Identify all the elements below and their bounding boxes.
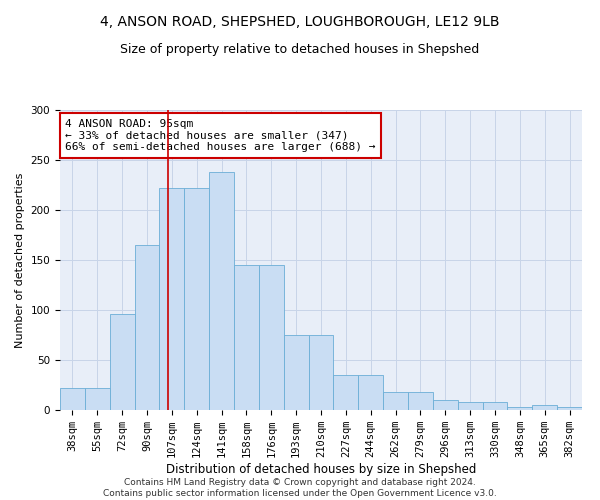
- Bar: [209, 172, 234, 410]
- Bar: [508, 407, 532, 410]
- Bar: [308, 335, 334, 410]
- Text: 4, ANSON ROAD, SHEPSHED, LOUGHBOROUGH, LE12 9LB: 4, ANSON ROAD, SHEPSHED, LOUGHBOROUGH, L…: [100, 15, 500, 29]
- Bar: [532, 405, 557, 410]
- Bar: [358, 375, 383, 410]
- Text: 4 ANSON ROAD: 95sqm
← 33% of detached houses are smaller (347)
66% of semi-detac: 4 ANSON ROAD: 95sqm ← 33% of detached ho…: [65, 119, 376, 152]
- Bar: [408, 392, 433, 410]
- Bar: [160, 188, 184, 410]
- Bar: [259, 265, 284, 410]
- Bar: [433, 400, 458, 410]
- Bar: [110, 314, 134, 410]
- Bar: [284, 335, 308, 410]
- Y-axis label: Number of detached properties: Number of detached properties: [15, 172, 25, 348]
- Bar: [85, 388, 110, 410]
- Bar: [184, 188, 209, 410]
- Bar: [60, 388, 85, 410]
- Bar: [234, 265, 259, 410]
- Bar: [334, 375, 358, 410]
- Bar: [134, 245, 160, 410]
- Bar: [383, 392, 408, 410]
- X-axis label: Distribution of detached houses by size in Shepshed: Distribution of detached houses by size …: [166, 463, 476, 476]
- Bar: [557, 407, 582, 410]
- Text: Contains HM Land Registry data © Crown copyright and database right 2024.
Contai: Contains HM Land Registry data © Crown c…: [103, 478, 497, 498]
- Text: Size of property relative to detached houses in Shepshed: Size of property relative to detached ho…: [121, 42, 479, 56]
- Bar: [458, 402, 482, 410]
- Bar: [482, 402, 508, 410]
